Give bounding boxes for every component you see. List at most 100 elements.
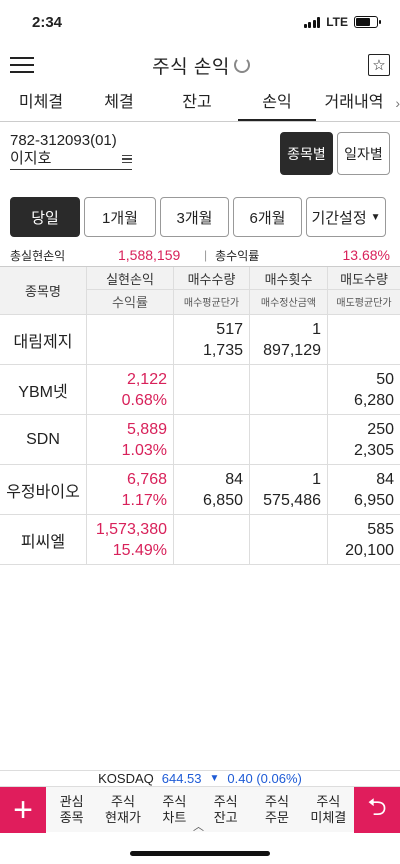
menu-label-2: 현재가 xyxy=(105,809,141,825)
table-row[interactable]: 우정바이오 6,768 1.17% 84 6,850 1 575,486 84 6,95… xyxy=(0,465,400,515)
realized-pl: 1,573,380 xyxy=(95,520,167,538)
account-section: 782-312093(01) 이지호 종목별 일자별 xyxy=(0,122,400,197)
signal-icon xyxy=(303,16,321,28)
menu-pending[interactable]: 주식 미체결 xyxy=(303,787,354,832)
stock-name: 대림제지 xyxy=(0,315,87,365)
menu-label-2: 종목 xyxy=(59,809,84,825)
stock-name: YBM넷 xyxy=(0,365,87,415)
menu-balance[interactable]: 주식 잔고 xyxy=(200,787,251,832)
header-stock-name: 종목명 xyxy=(0,267,87,315)
menu-watchlist[interactable]: 관심 종목 xyxy=(46,787,97,832)
tab-profit-loss[interactable]: 손익 xyxy=(238,86,316,121)
buy-qty-cell xyxy=(174,365,250,415)
hamburger-menu-icon[interactable] xyxy=(10,57,34,73)
market-index-ticker[interactable]: KOSDAQ 644.53 ▼ 0.40 (0.06%) xyxy=(0,770,400,786)
sell-avg-price: 6,950 xyxy=(353,491,394,509)
sell-qty-cell: 50 6,280 xyxy=(328,365,400,415)
menu-label-1: 주식 xyxy=(111,793,135,809)
menu-order[interactable]: 주식 주문 xyxy=(251,787,302,832)
favorite-star-icon[interactable]: ☆ xyxy=(367,54,390,76)
buy-qty-cell: 84 6,850 xyxy=(174,465,250,515)
sell-qty: 250 xyxy=(367,420,394,438)
quick-menu-items: 관심 종목 주식 현재가 주식 차트 주식 잔고 주식 주문 주식 미체결 xyxy=(46,787,354,832)
menu-label-2: 잔고 xyxy=(213,809,238,825)
return-rate: 15.49% xyxy=(112,541,167,559)
table-row[interactable]: 피씨엘 1,573,380 15.49% 585 20,100 xyxy=(0,515,400,565)
expand-up-chevron-icon[interactable]: ︿ xyxy=(193,821,204,833)
dropdown-caret-icon: ▼ xyxy=(370,211,381,223)
status-bar: 2:34 LTE xyxy=(0,0,400,44)
period-today-button[interactable]: 당일 xyxy=(10,197,80,237)
menu-label-2: 미체결 xyxy=(310,809,347,825)
header-sell-qty-bot: 매도평균단가 xyxy=(336,298,392,309)
buy-amount: 897,129 xyxy=(263,341,321,359)
period-3m-button[interactable]: 3개월 xyxy=(160,197,229,237)
table-row[interactable]: SDN 5,889 1.03% 250 2,305 xyxy=(0,415,400,465)
add-menu-plus-icon[interactable]: + xyxy=(0,787,46,833)
period-1m-button[interactable]: 1개월 xyxy=(84,197,156,237)
refresh-icon[interactable] xyxy=(233,57,250,73)
table-row[interactable]: YBM넷 2,122 0.68% 50 6,280 xyxy=(0,365,400,415)
menu-label-1: 관심 xyxy=(59,793,84,809)
period-selector: 당일 1개월 3개월 6개월 기간설정 ▼ xyxy=(0,197,400,237)
total-return-value: 13.68% xyxy=(342,247,390,263)
summary-row: 총실현손익 1,588,159 | 총수익률 13.68% xyxy=(0,247,400,263)
sell-qty-cell xyxy=(328,315,400,365)
total-return-label: 총수익률 xyxy=(215,248,260,263)
realized-pl: 5,889 xyxy=(126,420,167,438)
realized-pl-value: 1,588,159 xyxy=(118,247,181,263)
period-custom-button[interactable]: 기간설정 ▼ xyxy=(306,197,386,237)
by-date-button[interactable]: 일자별 xyxy=(337,132,390,175)
sell-qty-cell: 585 20,100 xyxy=(328,515,400,565)
menu-chart[interactable]: 주식 차트 xyxy=(149,787,200,832)
buy-count-cell xyxy=(250,515,328,565)
realized-pl-cell: 2,122 0.68% xyxy=(87,365,174,415)
page-title: 주식 손익 xyxy=(152,56,230,78)
bottom-quick-menu: + 관심 종목 주식 현재가 주식 차트 주식 잔고 주식 주문 주식 미체결 ⮌ xyxy=(0,786,400,833)
sell-avg-price: 2,305 xyxy=(353,441,394,459)
table-row[interactable]: 대림제지 517 1,735 1 897,129 xyxy=(0,315,400,365)
return-rate: 1.03% xyxy=(121,441,167,459)
menu-current-price[interactable]: 주식 현재가 xyxy=(97,787,148,832)
buy-qty-cell xyxy=(174,515,250,565)
realized-pl-cell xyxy=(87,315,174,365)
account-holder-name: 이지호 xyxy=(10,150,52,167)
header-buy-qty-top: 매수수량 xyxy=(174,267,249,290)
status-time: 2:34 xyxy=(32,13,63,31)
buy-avg-price: 1,735 xyxy=(202,341,243,359)
realized-pl-cell: 6,768 1.17% xyxy=(87,465,174,515)
tab-more-chevron-icon[interactable]: › xyxy=(395,95,400,111)
buy-count: 1 xyxy=(312,470,321,488)
buy-qty: 84 xyxy=(225,470,243,488)
period-6m-button[interactable]: 6개월 xyxy=(233,197,302,237)
account-list-icon[interactable] xyxy=(122,154,132,164)
status-indicators: LTE xyxy=(303,15,381,29)
buy-avg-price: 6,850 xyxy=(202,491,243,509)
menu-label-2: 주문 xyxy=(265,809,289,825)
header-sell-qty-top: 매도수량 xyxy=(328,267,400,290)
stock-name: SDN xyxy=(0,415,87,465)
tab-balance[interactable]: 잔고 xyxy=(182,94,212,111)
stock-name: 우정바이오 xyxy=(0,465,87,515)
by-stock-button[interactable]: 종목별 xyxy=(280,132,333,175)
back-arrow-icon[interactable]: ⮌ xyxy=(354,787,400,833)
sell-qty-cell: 250 2,305 xyxy=(328,415,400,465)
tab-pending[interactable]: 미체결 xyxy=(18,94,64,111)
sell-qty: 84 xyxy=(376,470,394,488)
index-value: 644.53 xyxy=(161,771,202,786)
header-realized-pl: 실현손익 수익률 xyxy=(87,267,174,315)
home-indicator[interactable] xyxy=(130,851,270,856)
header-sell-qty: 매도수량 매도평균단가 xyxy=(328,267,400,315)
profit-loss-table: 종목명 실현손익 수익률 매수수량 매수평균단가 매수횟수 매수정산금액 매도수… xyxy=(0,266,400,565)
return-rate: 1.17% xyxy=(121,491,167,509)
title-wrap: 주식 손익 xyxy=(152,52,250,79)
header-buy-count-top: 매수횟수 xyxy=(250,267,327,290)
account-selector[interactable]: 782-312093(01) 이지호 xyxy=(10,132,132,197)
header-buy-qty: 매수수량 매수평균단가 xyxy=(174,267,250,315)
tab-transactions[interactable]: 거래내역 xyxy=(324,94,384,111)
table-header: 종목명 실현손익 수익률 매수수량 매수평균단가 매수횟수 매수정산금액 매도수… xyxy=(0,267,400,315)
sell-qty: 585 xyxy=(367,520,394,538)
header-realized-pl-bot: 수익률 xyxy=(112,295,148,310)
index-change: 0.40 (0.06%) xyxy=(227,771,302,786)
tab-executed[interactable]: 체결 xyxy=(104,94,134,111)
